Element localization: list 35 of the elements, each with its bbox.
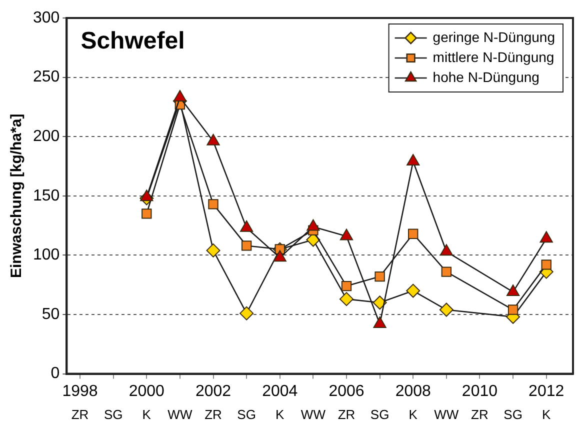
text: SG <box>237 407 256 422</box>
y-tick-label: 50 <box>42 306 60 323</box>
y-tick-label: 0 <box>50 365 60 382</box>
legend-label: mittlere N-Düngung <box>432 48 554 65</box>
x-tick-label: 2004 <box>262 382 298 400</box>
x-tick-label: 2012 <box>528 382 564 400</box>
text: K <box>542 407 552 422</box>
text: SG <box>370 407 390 422</box>
text: SG <box>504 407 522 422</box>
y-axis-title: Einwaschung [kg/ha*a] <box>8 114 26 278</box>
legend-label: geringe N-Düngung <box>432 28 556 45</box>
text: WW <box>168 407 193 422</box>
y-tick-label: 250 <box>32 68 60 86</box>
text: WW <box>300 407 326 422</box>
y-tick-label: 300 <box>32 9 60 26</box>
text: ZR <box>338 407 356 422</box>
y-tick-label: 150 <box>32 187 60 204</box>
y-tick-label: 100 <box>32 246 60 264</box>
text: SG <box>104 407 123 422</box>
x-tick-label: 2010 <box>462 382 498 400</box>
x-tick-label: 1998 <box>62 382 98 400</box>
text: ZR <box>471 407 488 422</box>
legend-label: hohe N-Düngung <box>432 68 540 85</box>
chart-title: Schwefel <box>80 28 185 55</box>
text: WW <box>434 407 460 422</box>
x-tick-label: 2000 <box>128 382 165 400</box>
x-tick-label: 2002 <box>195 382 232 400</box>
x-tick-label: 2008 <box>395 382 432 400</box>
text: ZR <box>204 407 222 422</box>
text: K <box>408 407 418 422</box>
text: K <box>142 407 152 422</box>
y-tick-label: 200 <box>32 128 60 146</box>
text: ZR <box>71 407 89 422</box>
text: K <box>276 407 285 422</box>
x-tick-label: 2006 <box>328 382 364 400</box>
